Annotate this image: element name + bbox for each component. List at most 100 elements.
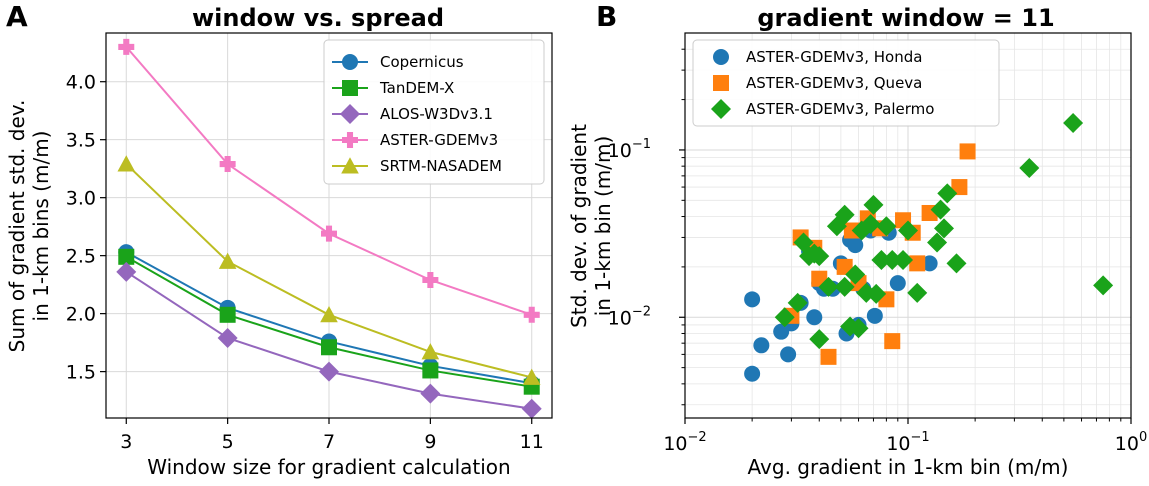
panel-b-y-axis-label-line2: in 1-km bin (m/m) [591, 136, 615, 317]
panel-a-legend-label: ALOS-W3Dv3.1 [380, 105, 493, 123]
panel-b-legend-marker [713, 75, 729, 91]
panel-a-data-point [218, 252, 237, 269]
panel-b-data-point [959, 143, 976, 160]
panel-a-markers [116, 38, 542, 419]
panel-b-legend-label: ASTER-GDEMv3, Honda [746, 48, 922, 66]
panel-a-data-point [420, 383, 441, 404]
panel-b-data-point [946, 253, 967, 274]
panel-a-legend-marker [342, 80, 358, 96]
panel-b-data-point [907, 282, 928, 303]
panel-b-y-axis-label-line1: Std. dev. of gradient [567, 124, 591, 328]
panel-b-data-point [876, 216, 897, 237]
panel-a-data-point [522, 368, 541, 385]
panel-b-data-point [951, 179, 968, 196]
panel-a-data-point [321, 225, 337, 242]
panel-a-y-tick-label: 3.0 [66, 188, 96, 210]
panel-b-x-ticks: 10−2 10−1 100 [663, 418, 1147, 455]
panel-a-y-tick-label: 2.5 [66, 246, 96, 268]
panel-a-data-point [117, 155, 136, 172]
panel-b-data-point [898, 220, 918, 241]
panel-b-data-point [848, 318, 869, 339]
panel-a-legend-marker [340, 104, 360, 124]
panel-a-data-point [219, 306, 236, 323]
panel-b-data-point [927, 232, 948, 253]
panel-b-data-point [834, 276, 855, 297]
panel-b-data-point [937, 183, 958, 204]
panel-b-x-tick-label: 10−1 [886, 430, 929, 455]
panel-a-data-point [422, 362, 439, 379]
panel-b-data-point [818, 276, 839, 297]
panel-b-legend-label: ASTER-GDEMv3, Queva [746, 74, 922, 92]
panel-a-legend-marker [342, 132, 358, 148]
panel-a-data-point [319, 361, 339, 382]
panel-b-letter: B [596, 0, 617, 33]
panel-a-data-point [421, 343, 440, 360]
panel-a-y-axis-label-line1: Sum of gradient std. dev. [5, 100, 29, 353]
panel-b-data-point [882, 249, 903, 270]
panel-b-y-ticks: 10−210−1 [608, 48, 685, 406]
panel-b-data-point [787, 292, 808, 313]
panel-a-legend-box [323, 39, 545, 185]
panel-a-y-tick-label: 3.5 [66, 130, 96, 152]
panel-a-legend-label: SRTM-NASADEM [380, 157, 502, 175]
panel-b-data-point [744, 365, 761, 382]
panel-a-data-point [422, 272, 439, 289]
panel-b-data-point [933, 218, 954, 239]
panel-b-legend-marker [713, 49, 729, 65]
panel-a-x-axis-label: Window size for gradient calculation [147, 455, 510, 479]
panel-a-legend-label: Copernicus [380, 53, 464, 71]
panel-b-data-point [744, 291, 761, 308]
panel-a-data-point [118, 248, 135, 265]
panel-b-data-point [836, 258, 853, 275]
panel-a-x-tick-label: 11 [520, 431, 544, 453]
panel-b-data-point [845, 264, 866, 285]
panel-a-x-tick-label: 5 [222, 431, 234, 453]
panel-b-data-point [893, 249, 914, 270]
panel-b-data-point [930, 199, 951, 220]
panel-b-data-point [863, 194, 884, 215]
panel-b-data-point [909, 255, 926, 272]
panel-b-legend-box [692, 39, 1000, 127]
panel-b-data-point [834, 204, 855, 225]
panel-b-data-point [780, 346, 797, 363]
panel-a-data-point [219, 156, 236, 173]
panel-a-y-tick-label: 1.5 [66, 362, 96, 384]
panel-b-x-tick-label: 10−2 [663, 430, 706, 455]
panel-a-data-point [521, 398, 542, 419]
panel-b-data-point [884, 333, 901, 350]
panel-b-data-point [921, 255, 938, 272]
panel-b-data-point [809, 246, 830, 267]
panel-b-data-point [866, 283, 887, 304]
panel-b-x-axis-label: Avg. gradient in 1-km bin (m/m) [748, 455, 1069, 479]
panel-b-x-tick-label: 100 [1115, 430, 1147, 455]
panel-b-data-point [1019, 158, 1040, 179]
panel-a-data-point [118, 38, 135, 55]
panel-b-data-point [866, 307, 883, 324]
panel-a-y-axis-label-line2: in 1-km bins (m/m) [29, 131, 53, 322]
panel-a-data-point [523, 306, 540, 323]
panel-b-data-point [871, 249, 892, 270]
panel-a-letter: A [6, 0, 28, 33]
panel-b-data-point [753, 337, 770, 354]
panel-a-legend-label: TanDEM-X [379, 79, 454, 97]
panel-a-y-tick-label: 2.0 [66, 304, 96, 326]
panel-b-data-point [806, 309, 823, 326]
panel-a-x-ticks: 3 5 7 9 11 [120, 418, 544, 453]
panel-a-x-tick-label: 3 [120, 431, 132, 453]
panel-b-data-point [889, 275, 906, 292]
panel-a-data-point [321, 339, 337, 356]
panel-b-data-point [1093, 275, 1114, 296]
panel-a-data-point [320, 305, 338, 323]
panel-a-legend-marker [342, 54, 358, 70]
panel-b-y-tick-label: 10−1 [608, 137, 651, 162]
panel-a-y-ticks: 1.5 2.0 2.5 3.0 3.5 4.0 [66, 72, 106, 384]
panel-b-data-point [1063, 112, 1084, 133]
panel-a-title: window vs. spread [192, 4, 444, 32]
panel-b-data-point [847, 237, 864, 254]
panel-b-title: gradient window = 11 [757, 4, 1054, 32]
panel-a-legend: Copernicus TanDEM-X ALOS-W3Dv3.1 ASTER-GDEM… [323, 39, 545, 185]
panel-a-y-tick-label: 4.0 [66, 72, 96, 94]
panel-b-data-point [809, 329, 830, 350]
panel-a-data-point [116, 261, 137, 282]
